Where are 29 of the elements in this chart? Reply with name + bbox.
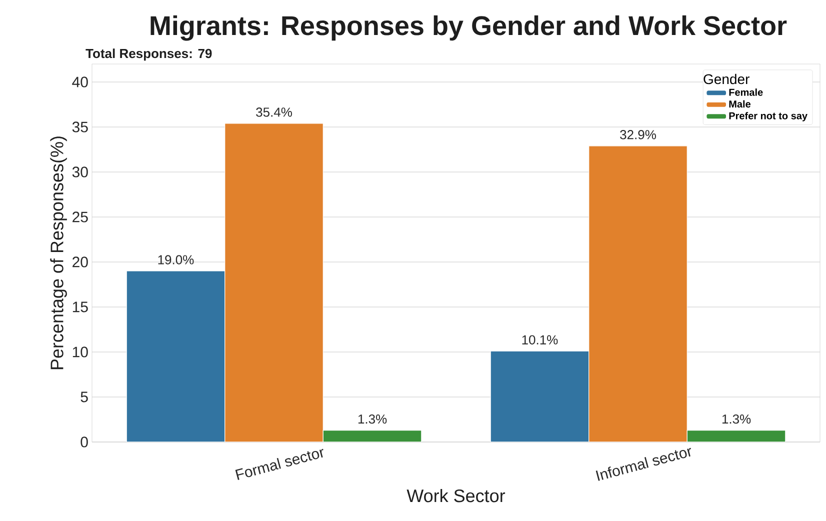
y-tick-label: 25 [72, 212, 88, 222]
y-axis-title: Percentage of Responses(%) [50, 136, 67, 370]
data-label: 1.3% [722, 414, 751, 424]
data-label: 10.1% [522, 335, 558, 344]
chart-subtitle: Total Responses: 79 [86, 48, 212, 61]
bar [126, 270, 226, 442]
legend-label: Male [729, 100, 751, 108]
x-axis-title: Work Sector [406, 489, 506, 502]
y-tick-label: 5 [80, 392, 88, 402]
y-tick-label: 10 [72, 346, 88, 358]
data-label: 32.9% [620, 130, 656, 140]
bar [490, 350, 590, 442]
data-label: 35.4% [256, 108, 292, 117]
y-tick-label: 0 [80, 436, 88, 448]
y-tick-label: 35 [72, 122, 88, 132]
data-label: 1.3% [358, 414, 387, 424]
legend-label: Prefer not to say [729, 112, 808, 122]
x-tick-label: Formal sector [235, 448, 324, 480]
legend-label: Female [729, 88, 763, 96]
legend-title: Gender [704, 74, 750, 84]
chart-title: Migrants: Responses by Gender and Work Sector [150, 15, 787, 41]
y-tick-label: 20 [72, 256, 88, 268]
bar [224, 123, 324, 442]
y-tick-label: 30 [72, 166, 88, 178]
data-label: 19.0% [158, 255, 194, 264]
x-tick-label: Informal sector [596, 448, 691, 481]
bar [588, 146, 688, 442]
y-tick-label: 15 [72, 302, 88, 312]
y-tick-label: 40 [72, 76, 88, 88]
